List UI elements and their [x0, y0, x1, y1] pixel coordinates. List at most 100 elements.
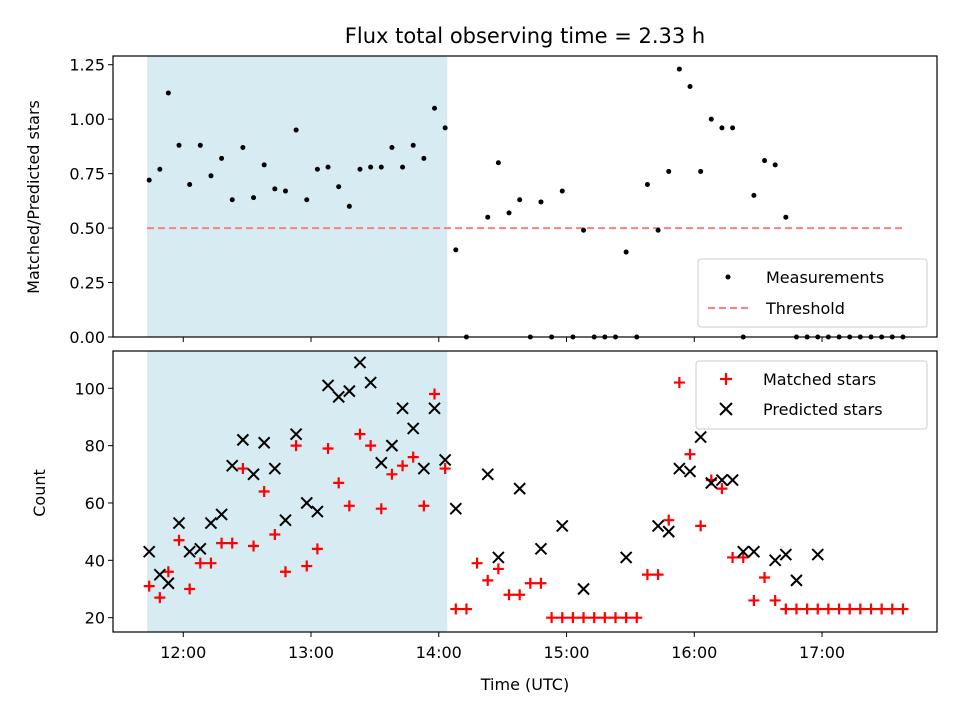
matched-star-point: [695, 520, 707, 532]
measurement-point: [772, 162, 778, 168]
predicted-star-point: [417, 462, 431, 475]
predicted-star-point: [683, 465, 697, 478]
measurement-point: [644, 182, 650, 188]
matched-star-point: [514, 589, 526, 601]
matched-star-point: [886, 603, 898, 615]
top-y-tick-label: 1.25: [69, 56, 105, 75]
matched-star-point: [205, 557, 217, 569]
measurement-point: [762, 158, 768, 164]
legend-matched-marker: [720, 373, 732, 385]
top-legend-box: [697, 258, 928, 328]
matched-star-point: [492, 563, 504, 575]
matched-star-point: [226, 537, 238, 549]
predicted-star-point: [204, 516, 218, 530]
top-panel-title: Flux total observing time = 2.33 h: [345, 24, 705, 48]
predicted-star-point: [779, 548, 793, 561]
measurement-point: [538, 199, 544, 205]
measurement-point: [304, 197, 310, 203]
predicted-star-point: [428, 402, 441, 415]
predicted-star-point: [385, 439, 399, 452]
predicted-star-point: [396, 402, 409, 415]
top-panel-x-ticks: [182, 337, 823, 342]
matched-star-point: [397, 460, 409, 472]
measurement-point: [400, 164, 406, 170]
measurement-point: [410, 142, 416, 148]
predicted-star-point: [300, 496, 313, 510]
matched-star-point: [535, 577, 547, 589]
measurement-point: [581, 227, 587, 233]
predicted-star-point: [343, 384, 356, 398]
measurement-point: [357, 166, 363, 172]
predicted-star-point: [705, 476, 718, 490]
predicted-star-point: [289, 427, 303, 441]
measurement-point: [389, 144, 395, 150]
measurement-point: [517, 197, 523, 203]
top-panel-y-label: Matched/Predicted stars: [24, 100, 43, 294]
measurement-point: [325, 164, 331, 170]
bottom-panel-marks: [142, 356, 909, 624]
measurement-point: [157, 166, 163, 172]
measurement-point: [485, 214, 491, 220]
matched-star-point: [184, 583, 196, 595]
predicted-star-point: [534, 542, 548, 556]
predicted-star-point: [790, 574, 803, 587]
measurement-point: [687, 83, 693, 89]
measurement-point: [676, 66, 682, 72]
predicted-star-point: [694, 430, 707, 444]
predicted-star-point: [375, 456, 388, 470]
matched-star-point: [290, 440, 302, 452]
legend-predicted-label: Predicted stars: [763, 400, 883, 419]
matched-star-point: [237, 463, 249, 475]
bottom-panel-shaded-interval: [147, 351, 448, 632]
measurement-point: [698, 168, 704, 174]
matched-star-point: [471, 557, 483, 569]
bottom-x-tick-label: 15:00: [543, 643, 589, 662]
bottom-y-tick-label: 60: [85, 494, 105, 513]
bottom-x-tick-label: 16:00: [671, 643, 717, 662]
measurement-point: [368, 164, 374, 170]
matched-star-point: [173, 534, 185, 546]
top-panel: Flux total observing time = 2.33 h 0.000…: [24, 24, 938, 347]
predicted-star-point: [311, 505, 324, 518]
predicted-star-point: [279, 513, 292, 527]
predicted-star-point: [715, 473, 729, 487]
legend-threshold-label: Threshold: [765, 299, 845, 318]
predicted-star-point: [268, 462, 282, 475]
measurement-point: [378, 164, 384, 170]
predicted-star-point: [811, 548, 824, 561]
matched-star-point: [780, 603, 792, 615]
measurement-point: [453, 247, 459, 253]
matched-star-point: [876, 603, 888, 615]
measurement-point: [293, 127, 299, 133]
measurement-point: [240, 144, 246, 150]
matched-star-point: [258, 486, 270, 497]
measurement-point: [219, 155, 225, 161]
matched-star-point: [716, 483, 728, 495]
measurement-point: [272, 186, 278, 192]
top-y-tick-label: 0.25: [69, 274, 105, 293]
predicted-star-point: [236, 433, 250, 447]
measurement-point: [176, 142, 182, 148]
bottom-panel-legend: Matched stars Predicted stars: [695, 360, 928, 430]
measurement-point: [442, 125, 448, 131]
bottom-y-tick-label: 100: [74, 379, 105, 398]
matched-star-point: [322, 442, 334, 454]
measurement-point: [783, 214, 789, 220]
matched-star-point: [822, 603, 834, 615]
measurement-point: [719, 125, 725, 131]
measurement-point: [623, 249, 629, 255]
measurement-point: [421, 155, 427, 161]
measurement-point: [165, 90, 171, 96]
matched-star-point: [216, 537, 228, 549]
predicted-star-point: [768, 554, 782, 567]
bottom-panel-x-label: Time (UTC): [480, 675, 569, 694]
predicted-star-point: [737, 545, 750, 558]
predicted-star-point: [257, 436, 271, 449]
predicted-star-point: [492, 551, 505, 564]
predicted-star-point: [194, 542, 207, 556]
matched-star-point: [620, 612, 632, 624]
measurement-point: [655, 227, 661, 233]
measurement-point: [261, 162, 267, 168]
bottom-panel-x-ticks: 12:00 13:00 14:00 15:00 16:00 17:00: [160, 632, 845, 662]
